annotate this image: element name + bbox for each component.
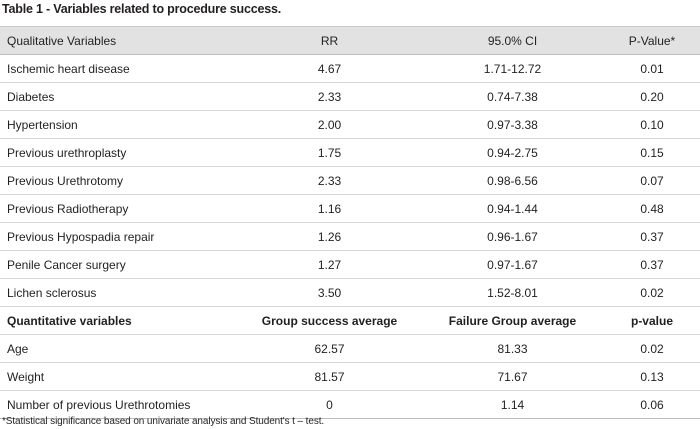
ci-cell: 0.98-6.56 [421, 166, 604, 195]
ci-cell: 0.94-1.44 [421, 194, 604, 223]
ci-cell: 0.97-1.67 [421, 250, 604, 279]
subheader-cell: Group success average [238, 306, 421, 335]
p-value-cell: 0.02 [604, 278, 700, 307]
table-row: Lichen sclerosus 3.50 1.52-8.01 0.02 [0, 278, 700, 307]
table-row: Weight 81.57 71.67 0.13 [0, 362, 700, 391]
variable-cell: Penile Cancer surgery [0, 250, 238, 279]
p-value-cell: 0.01 [604, 54, 700, 83]
ci-cell: 0.74-7.38 [421, 82, 604, 111]
variable-cell: Previous Hypospadia repair [0, 222, 238, 251]
header-cell: 95.0% CI [421, 26, 604, 55]
p-value-cell: 0.13 [604, 362, 700, 391]
subheader-cell: p-value [604, 306, 700, 335]
p-value-cell: 0.10 [604, 110, 700, 139]
p-value-cell: 0.02 [604, 334, 700, 363]
table-caption: Table 1 - Variables related to procedure… [2, 2, 281, 16]
p-value-cell: 0.37 [604, 250, 700, 279]
ci-cell: 0.96-1.67 [421, 222, 604, 251]
table-row: Age 62.57 81.33 0.02 [0, 334, 700, 363]
variable-cell: Weight [0, 362, 238, 391]
success-average-cell: 62.57 [238, 334, 421, 363]
table-row: Previous Hypospadia repair 1.26 0.96-1.6… [0, 222, 700, 251]
header-cell: Qualitative Variables [0, 26, 238, 55]
subheader-cell: Failure Group average [421, 306, 604, 335]
p-value-cell: 0.15 [604, 138, 700, 167]
table-row: Previous Urethrotomy 2.33 0.98-6.56 0.07 [0, 166, 700, 195]
p-value-cell: 0.20 [604, 82, 700, 111]
variable-cell: Lichen sclerosus [0, 278, 238, 307]
failure-average-cell: 81.33 [421, 334, 604, 363]
p-value-cell: 0.37 [604, 222, 700, 251]
variable-cell: Hypertension [0, 110, 238, 139]
p-value-cell: 0.48 [604, 194, 700, 223]
table-row: Previous Radiotherapy 1.16 0.94-1.44 0.4… [0, 194, 700, 223]
table-row: Ischemic heart disease 4.67 1.71-12.72 0… [0, 54, 700, 83]
rr-cell: 1.16 [238, 194, 421, 223]
header-cell: RR [238, 26, 421, 55]
ci-cell: 0.94-2.75 [421, 138, 604, 167]
success-average-cell: 81.57 [238, 362, 421, 391]
table-footnote: *Statistical significance based on univa… [2, 416, 325, 427]
success-average-cell: 0 [238, 390, 421, 419]
p-value-cell: 0.06 [604, 390, 700, 419]
table-row: Diabetes 2.33 0.74-7.38 0.20 [0, 82, 700, 111]
variables-table: Qualitative Variables RR 95.0% CI P-Valu… [0, 26, 700, 419]
header-cell: P-Value* [604, 26, 700, 55]
rr-cell: 2.33 [238, 166, 421, 195]
variable-cell: Diabetes [0, 82, 238, 111]
variable-cell: Previous urethroplasty [0, 138, 238, 167]
quantitative-header-row: Quantitative variables Group success ave… [0, 306, 700, 335]
rr-cell: 2.00 [238, 110, 421, 139]
p-value-cell: 0.07 [604, 166, 700, 195]
variable-cell: Ischemic heart disease [0, 54, 238, 83]
variable-cell: Number of previous Urethrotomies [0, 390, 238, 419]
variable-cell: Previous Urethrotomy [0, 166, 238, 195]
table-row: Hypertension 2.00 0.97-3.38 0.10 [0, 110, 700, 139]
failure-average-cell: 71.67 [421, 362, 604, 391]
ci-cell: 0.97-3.38 [421, 110, 604, 139]
rr-cell: 2.33 [238, 82, 421, 111]
ci-cell: 1.71-12.72 [421, 54, 604, 83]
table-row: Number of previous Urethrotomies 0 1.14 … [0, 390, 700, 419]
table-header-row: Qualitative Variables RR 95.0% CI P-Valu… [0, 26, 700, 55]
variable-cell: Previous Radiotherapy [0, 194, 238, 223]
rr-cell: 1.27 [238, 250, 421, 279]
table-row: Penile Cancer surgery 1.27 0.97-1.67 0.3… [0, 250, 700, 279]
failure-average-cell: 1.14 [421, 390, 604, 419]
rr-cell: 3.50 [238, 278, 421, 307]
variable-cell: Age [0, 334, 238, 363]
subheader-cell: Quantitative variables [0, 306, 238, 335]
table-row: Previous urethroplasty 1.75 0.94-2.75 0.… [0, 138, 700, 167]
rr-cell: 1.26 [238, 222, 421, 251]
rr-cell: 1.75 [238, 138, 421, 167]
ci-cell: 1.52-8.01 [421, 278, 604, 307]
rr-cell: 4.67 [238, 54, 421, 83]
